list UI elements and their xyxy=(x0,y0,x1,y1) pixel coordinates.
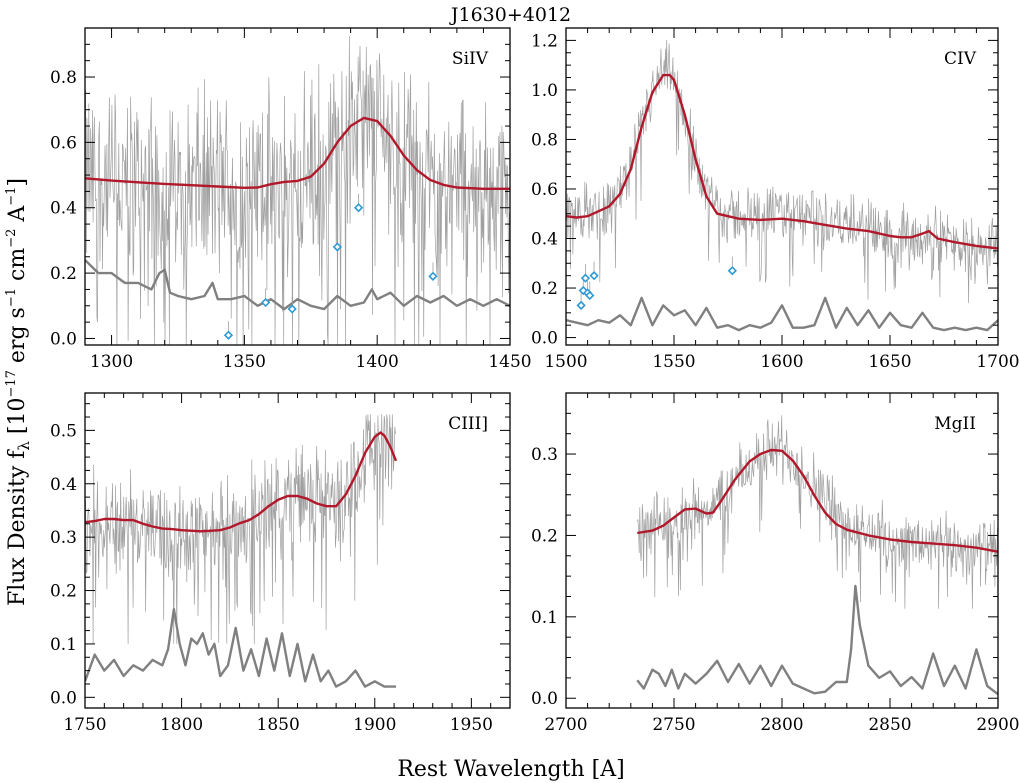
absorption-marker xyxy=(223,330,234,340)
error-line xyxy=(85,259,510,311)
y-tick-label: 0.1 xyxy=(531,608,558,628)
x-tick-label: 1900 xyxy=(353,715,396,735)
y-axis-title-unit-b: erg s xyxy=(5,307,30,370)
absorption-marker xyxy=(260,297,271,308)
model-line xyxy=(637,448,998,553)
y-axis-title-main: Flux Density f xyxy=(5,449,30,606)
plot-area xyxy=(636,415,998,696)
panel-label: CIII] xyxy=(448,414,488,434)
x-axis-title: Rest Wavelength [A] xyxy=(397,757,624,782)
spectrum-line xyxy=(636,415,998,609)
y-axis-title-unit-d: A xyxy=(5,205,30,229)
spectrum-line xyxy=(85,414,397,644)
y-tick-label: 0.1 xyxy=(50,635,77,655)
x-tick-label: 1700 xyxy=(976,352,1019,372)
y-tick-label: 0.5 xyxy=(50,421,77,441)
x-tick-label: 1950 xyxy=(450,715,493,735)
absorption-marker xyxy=(576,300,586,311)
y-tick-label: 0.0 xyxy=(50,688,77,708)
y-axis-title-exp2: −1 xyxy=(4,288,19,307)
plot-area xyxy=(566,39,998,332)
y-tick-label: 0.6 xyxy=(50,133,77,153)
y-tick-label: 0.3 xyxy=(50,528,77,548)
x-tick-label: 2700 xyxy=(544,715,587,735)
x-tick-label: 1750 xyxy=(63,715,106,735)
x-tick-label: 1850 xyxy=(257,715,300,735)
absorption-marker xyxy=(428,271,438,282)
figure-title: J1630+4012 xyxy=(449,4,571,26)
panel-label: CIV xyxy=(944,49,977,69)
y-axis-title-exp3: −2 xyxy=(4,229,19,248)
panel-0: 1300 1350 1400 1450 0.0 0.2 0.4 0.6 0.8 SiIV xyxy=(50,27,532,372)
plot-area xyxy=(85,414,398,688)
absorption-marker xyxy=(353,203,364,213)
model-line xyxy=(566,73,998,250)
absorption-marker xyxy=(580,273,591,283)
absorption-marker xyxy=(287,304,297,314)
absorption-marker xyxy=(727,266,737,276)
y-tick-label: 0.4 xyxy=(50,199,77,219)
y-tick-label: 0.8 xyxy=(531,130,558,150)
error-line xyxy=(636,584,998,696)
panel-3: 2700 2750 2800 2850 2900 0.0 0.1 0.2 0.3 MgII xyxy=(531,392,1020,735)
y-tick-label: 0.8 xyxy=(50,68,77,88)
y-tick-label: 0.2 xyxy=(531,526,558,546)
x-tick-label: 1650 xyxy=(868,352,911,372)
panel-1: 1500 1550 1600 1650 1700 0.0 0.2 0.4 0.6 0.8 1.0 1.… xyxy=(531,27,1020,372)
y-axis-title: Flux Density fλ [10−17 erg s−1 cm−2 A−1] xyxy=(4,178,33,606)
x-tick-label: 1500 xyxy=(544,352,587,372)
x-tick-label: 1550 xyxy=(652,352,695,372)
absorption-marker xyxy=(578,285,588,296)
x-tick-label: 1300 xyxy=(90,352,133,372)
y-axis-title-exp4: −1 xyxy=(4,187,19,206)
y-tick-label: 0.0 xyxy=(531,689,558,709)
y-tick-label: 1.2 xyxy=(531,31,558,51)
panel-label: MgII xyxy=(934,414,976,434)
x-tick-label: 1600 xyxy=(760,352,803,372)
y-tick-label: 1.0 xyxy=(531,81,558,101)
error-line xyxy=(566,296,998,332)
y-axis-title-unit-c: cm xyxy=(5,248,30,288)
x-tick-label: 1450 xyxy=(488,352,531,372)
axes-frame xyxy=(565,27,999,346)
panel-label: SiIV xyxy=(452,49,489,69)
y-tick-label: 0.2 xyxy=(531,279,558,299)
x-tick-label: 2900 xyxy=(976,715,1019,735)
model-line xyxy=(85,116,510,190)
y-tick-label: 0.3 xyxy=(531,445,558,465)
y-tick-label: 0.2 xyxy=(50,264,77,284)
x-tick-label: 1350 xyxy=(223,352,266,372)
x-tick-label: 1800 xyxy=(160,715,203,735)
plot-area xyxy=(85,35,510,345)
absorption-marker xyxy=(589,271,599,281)
error-line xyxy=(85,608,396,688)
y-tick-label: 0.6 xyxy=(531,180,558,200)
x-tick-label: 2750 xyxy=(652,715,695,735)
absorption-marker xyxy=(332,242,342,252)
x-tick-label: 2850 xyxy=(868,715,911,735)
y-tick-label: 0.0 xyxy=(531,329,558,349)
x-tick-label: 1400 xyxy=(356,352,399,372)
y-tick-label: 0.0 xyxy=(50,329,77,349)
absorption-marker xyxy=(585,290,595,301)
y-tick-label: 0.4 xyxy=(50,475,77,495)
y-axis-title-close: ] xyxy=(5,178,30,187)
spectrum-line xyxy=(85,35,510,345)
panel-2: 1750 1800 1850 1900 1950 0.0 0.1 0.2 0.3 0.4 0.5 CI… xyxy=(50,392,511,735)
y-tick-label: 0.2 xyxy=(50,582,77,602)
y-axis-title-unit-a: [10 xyxy=(5,398,30,442)
model-line xyxy=(85,431,398,533)
y-axis-title-sub: λ xyxy=(15,441,33,451)
spectrum-line xyxy=(566,39,998,304)
x-tick-label: 2800 xyxy=(760,715,803,735)
y-axis-title-exp1: −17 xyxy=(4,370,19,397)
y-tick-label: 0.4 xyxy=(531,230,558,250)
